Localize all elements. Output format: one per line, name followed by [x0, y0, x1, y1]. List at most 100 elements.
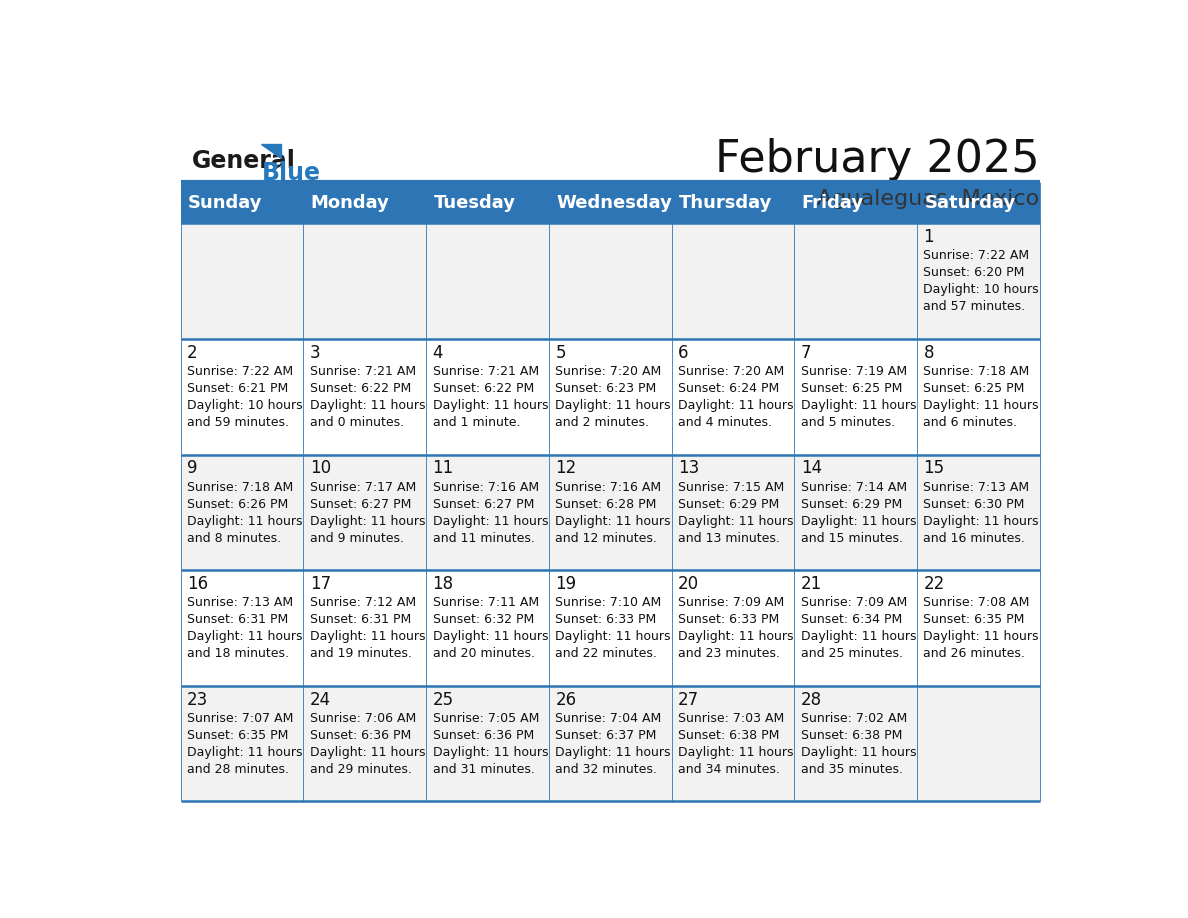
Text: Sunrise: 7:13 AM: Sunrise: 7:13 AM [923, 481, 1030, 494]
Text: 15: 15 [923, 460, 944, 477]
Text: Sunset: 6:24 PM: Sunset: 6:24 PM [678, 382, 779, 395]
Bar [671, 223, 795, 339]
Text: General: General [191, 149, 296, 173]
Text: Daylight: 11 hours: Daylight: 11 hours [923, 399, 1040, 412]
Text: Sunrise: 7:13 AM: Sunrise: 7:13 AM [188, 597, 293, 610]
Text: and 35 minutes.: and 35 minutes. [801, 763, 903, 776]
Text: Sunrise: 7:07 AM: Sunrise: 7:07 AM [188, 712, 293, 725]
Text: Sunrise: 7:16 AM: Sunrise: 7:16 AM [555, 481, 662, 494]
Text: February 2025: February 2025 [715, 139, 1040, 182]
Text: Sunrise: 7:02 AM: Sunrise: 7:02 AM [801, 712, 906, 725]
Text: Daylight: 11 hours: Daylight: 11 hours [678, 746, 794, 759]
Text: Sunset: 6:25 PM: Sunset: 6:25 PM [923, 382, 1025, 395]
Text: Sunrise: 7:03 AM: Sunrise: 7:03 AM [678, 712, 784, 725]
Text: Sunrise: 7:20 AM: Sunrise: 7:20 AM [555, 365, 662, 378]
Bar [795, 183, 917, 223]
Text: and 23 minutes.: and 23 minutes. [678, 647, 779, 660]
Text: Friday: Friday [802, 194, 864, 212]
Text: and 13 minutes.: and 13 minutes. [678, 532, 779, 544]
Bar [917, 454, 1040, 570]
Text: 9: 9 [188, 460, 197, 477]
Text: Sunset: 6:37 PM: Sunset: 6:37 PM [555, 729, 657, 742]
Text: Tuesday: Tuesday [434, 194, 516, 212]
Bar [303, 686, 426, 801]
Text: Sunset: 6:28 PM: Sunset: 6:28 PM [555, 498, 657, 510]
Text: Sunset: 6:22 PM: Sunset: 6:22 PM [432, 382, 533, 395]
Text: and 1 minute.: and 1 minute. [432, 416, 520, 429]
Bar [426, 686, 549, 801]
Text: Daylight: 11 hours: Daylight: 11 hours [555, 515, 671, 528]
Text: 7: 7 [801, 344, 811, 362]
Text: and 32 minutes.: and 32 minutes. [555, 763, 657, 776]
Text: and 20 minutes.: and 20 minutes. [432, 647, 535, 660]
Text: Daylight: 11 hours: Daylight: 11 hours [801, 631, 916, 644]
Text: Daylight: 11 hours: Daylight: 11 hours [188, 746, 303, 759]
Text: and 29 minutes.: and 29 minutes. [310, 763, 412, 776]
Text: Blue: Blue [261, 161, 321, 185]
Bar [549, 570, 671, 686]
Text: Sunrise: 7:15 AM: Sunrise: 7:15 AM [678, 481, 784, 494]
Bar [671, 454, 795, 570]
Bar [795, 570, 917, 686]
Text: Daylight: 11 hours: Daylight: 11 hours [555, 631, 671, 644]
Bar [181, 183, 303, 223]
Text: and 57 minutes.: and 57 minutes. [923, 300, 1025, 313]
Text: Sunrise: 7:05 AM: Sunrise: 7:05 AM [432, 712, 539, 725]
Text: Sunset: 6:21 PM: Sunset: 6:21 PM [188, 382, 289, 395]
Text: and 22 minutes.: and 22 minutes. [555, 647, 657, 660]
Text: Daylight: 11 hours: Daylight: 11 hours [432, 746, 548, 759]
Text: and 18 minutes.: and 18 minutes. [188, 647, 289, 660]
Text: Daylight: 11 hours: Daylight: 11 hours [555, 746, 671, 759]
Text: Sunset: 6:29 PM: Sunset: 6:29 PM [801, 498, 902, 510]
Bar [426, 454, 549, 570]
Text: 19: 19 [555, 576, 576, 593]
Bar [671, 686, 795, 801]
Text: Daylight: 11 hours: Daylight: 11 hours [678, 515, 794, 528]
Bar [917, 570, 1040, 686]
Text: Sunrise: 7:16 AM: Sunrise: 7:16 AM [432, 481, 538, 494]
Text: 22: 22 [923, 576, 944, 593]
Text: Sunset: 6:23 PM: Sunset: 6:23 PM [555, 382, 657, 395]
Text: Sunset: 6:31 PM: Sunset: 6:31 PM [188, 613, 289, 626]
Text: Daylight: 11 hours: Daylight: 11 hours [310, 631, 425, 644]
Text: and 2 minutes.: and 2 minutes. [555, 416, 650, 429]
Text: 25: 25 [432, 690, 454, 709]
Text: Daylight: 10 hours: Daylight: 10 hours [188, 399, 303, 412]
Text: and 28 minutes.: and 28 minutes. [188, 763, 289, 776]
Text: 17: 17 [310, 576, 331, 593]
Text: Thursday: Thursday [680, 194, 772, 212]
Text: and 19 minutes.: and 19 minutes. [310, 647, 412, 660]
Bar [795, 454, 917, 570]
Text: and 8 minutes.: and 8 minutes. [188, 532, 282, 544]
Text: 20: 20 [678, 576, 700, 593]
Text: 26: 26 [555, 690, 576, 709]
Text: Sunset: 6:25 PM: Sunset: 6:25 PM [801, 382, 902, 395]
Text: 8: 8 [923, 344, 934, 362]
Text: 2: 2 [188, 344, 197, 362]
Text: Sunrise: 7:22 AM: Sunrise: 7:22 AM [923, 250, 1030, 263]
Text: and 31 minutes.: and 31 minutes. [432, 763, 535, 776]
Text: 3: 3 [310, 344, 321, 362]
Text: and 5 minutes.: and 5 minutes. [801, 416, 895, 429]
Text: Sunset: 6:32 PM: Sunset: 6:32 PM [432, 613, 533, 626]
Bar [795, 686, 917, 801]
Text: 11: 11 [432, 460, 454, 477]
Text: 6: 6 [678, 344, 689, 362]
Bar [795, 339, 917, 454]
Bar [303, 454, 426, 570]
Text: Daylight: 11 hours: Daylight: 11 hours [923, 515, 1040, 528]
Text: Sunrise: 7:11 AM: Sunrise: 7:11 AM [432, 597, 538, 610]
Text: Daylight: 11 hours: Daylight: 11 hours [432, 399, 548, 412]
Bar [181, 223, 303, 339]
Text: Daylight: 11 hours: Daylight: 11 hours [801, 399, 916, 412]
Bar [549, 686, 671, 801]
Bar [303, 223, 426, 339]
Bar [303, 570, 426, 686]
Text: Sunrise: 7:22 AM: Sunrise: 7:22 AM [188, 365, 293, 378]
Text: Sunset: 6:27 PM: Sunset: 6:27 PM [432, 498, 533, 510]
Text: Daylight: 11 hours: Daylight: 11 hours [432, 631, 548, 644]
Text: Daylight: 11 hours: Daylight: 11 hours [801, 515, 916, 528]
Text: Sunset: 6:35 PM: Sunset: 6:35 PM [923, 613, 1025, 626]
Text: and 0 minutes.: and 0 minutes. [310, 416, 404, 429]
Text: Sunrise: 7:08 AM: Sunrise: 7:08 AM [923, 597, 1030, 610]
